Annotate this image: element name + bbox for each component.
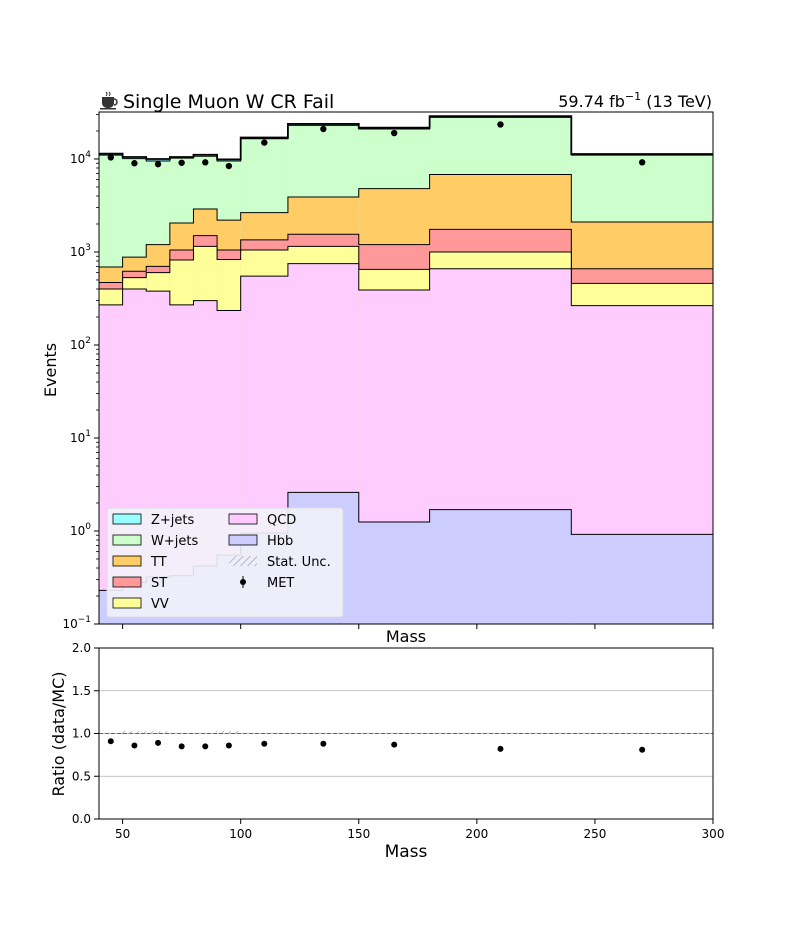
y-tick-label: 104 (70, 150, 91, 166)
legend-label: Z+jets (151, 513, 195, 528)
legend-label: Hbb (267, 534, 293, 549)
main-plot-frame (98, 111, 714, 625)
outline-qcd (99, 263, 713, 311)
data-point (107, 154, 115, 161)
data-point (178, 159, 185, 166)
data-point (497, 121, 504, 128)
ratio-y-ticks: 0.0 0.5 1.0 1.5 2.0 (72, 641, 99, 826)
ratio-y-tick-label: 2.0 (72, 641, 91, 655)
ratio-point (202, 743, 209, 750)
y-tick-label: 100 (70, 522, 91, 538)
y-tick-label: 102 (70, 336, 91, 352)
ratio-x-tick-label: 200 (465, 827, 488, 841)
legend-swatch (228, 534, 258, 546)
main-plot: 10−1 100 101 102 103 104 Mass Events Z+jets W+… (41, 111, 714, 646)
legend-label: ST (151, 576, 167, 591)
ratio-x-tick-label: 250 (583, 827, 606, 841)
ratio-unc-band (216, 731, 240, 734)
legend-label: W+jets (151, 534, 198, 549)
legend-label: MET (267, 576, 294, 591)
legend-label: TT (150, 555, 167, 570)
ratio-unc-band (120, 731, 170, 734)
legend-swatch (112, 513, 142, 525)
legend-swatch (112, 597, 142, 609)
ratio-x-tick-label: 100 (229, 827, 252, 841)
bar-hbb (571, 534, 713, 624)
ratio-plot: 0.0 0.5 1.0 1.5 2.0 50 100 150 200 250 300 Mass R… (49, 641, 724, 862)
legend: Z+jets W+jets TT ST VV QCD Hbb Stat. Unc. MET (106, 507, 344, 618)
data-point (131, 160, 138, 167)
lumi-label: 59.74 fb−1 (13 TeV) (558, 90, 712, 111)
ratio-x-tick-label: 150 (347, 827, 370, 841)
ratio-y-tick-label: 1.0 (72, 727, 91, 741)
ratio-point (107, 738, 114, 745)
main-x-ticks (122, 624, 714, 629)
data-point (390, 129, 398, 137)
ratio-y-tick-label: 1.5 (72, 684, 91, 698)
ratio-point (391, 741, 398, 748)
y-tick-label: 101 (70, 429, 91, 445)
data-point (154, 160, 162, 168)
y-tick-label: 10−1 (62, 615, 91, 631)
legend-label: VV (151, 597, 169, 612)
ratio-point (225, 742, 232, 749)
ratio-y-tick-label: 0.0 (72, 812, 91, 826)
legend-swatch (112, 534, 142, 546)
ratio-point (261, 740, 268, 747)
legend-swatch (112, 555, 142, 567)
data-points (107, 121, 646, 170)
y-tick-label: 103 (70, 243, 91, 259)
main-x-axis-label: Mass (386, 627, 426, 646)
outline-tt (99, 174, 713, 268)
coffee-icon (100, 91, 118, 110)
ratio-y-axis-label: Ratio (data/MC) (49, 671, 68, 796)
outline-st (99, 228, 713, 283)
legend-swatch (228, 513, 258, 525)
ratio-points (107, 738, 646, 753)
data-point (638, 159, 646, 166)
ratio-grid (99, 647, 713, 820)
legend-label: QCD (267, 513, 296, 528)
ratio-point (320, 740, 327, 747)
legend-swatch-hatch (229, 556, 257, 566)
legend-marker (240, 579, 246, 585)
main-y-ticks: 10−1 100 101 102 103 104 (62, 114, 99, 631)
chart-title: Single Muon W CR Fail (123, 91, 334, 113)
data-point (225, 162, 233, 170)
outline-vv (99, 245, 713, 290)
total-mc-outline (99, 115, 713, 161)
main-y-axis-label: Events (41, 343, 60, 397)
ratio-x-ticks: 50 100 150 200 250 300 (115, 819, 724, 841)
ratio-point (155, 739, 162, 746)
data-point (261, 139, 268, 146)
ratio-point (497, 745, 504, 752)
legend-box (106, 507, 344, 618)
legend-swatch (112, 576, 142, 588)
ratio-point (131, 742, 138, 749)
ratio-point (178, 743, 185, 750)
ratio-y-tick-label: 0.5 (72, 769, 91, 783)
ratio-x-tick-label: 50 (115, 827, 130, 841)
data-point (320, 125, 327, 133)
bar-hbb (358, 521, 430, 624)
legend-label: Stat. Unc. (267, 555, 331, 570)
data-point (202, 159, 209, 166)
ratio-x-axis-label: Mass (385, 842, 428, 862)
ratio-point (639, 746, 646, 753)
bar-hbb (429, 509, 572, 624)
ratio-x-tick-label: 300 (702, 827, 725, 841)
